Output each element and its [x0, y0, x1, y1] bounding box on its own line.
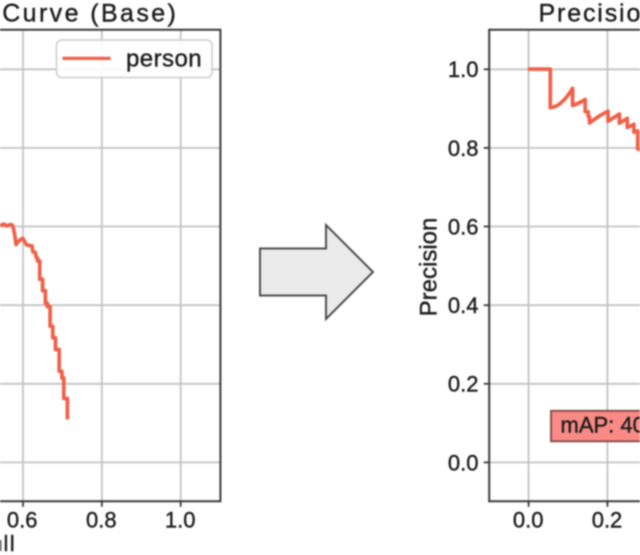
svg-text:mAP: 40.85%: mAP: 40.85%: [561, 413, 640, 438]
svg-text:0.4: 0.4: [448, 293, 479, 318]
svg-text:1.0: 1.0: [165, 507, 196, 532]
svg-text:Precision: Precision: [416, 218, 443, 317]
svg-text:1.0: 1.0: [448, 57, 479, 82]
svg-text:person: person: [126, 46, 202, 73]
svg-text:0.2: 0.2: [592, 507, 623, 532]
svg-text:ll: ll: [4, 531, 17, 555]
svg-text:0.8: 0.8: [86, 507, 117, 532]
svg-text:Precision-Recall Curve: Precision-Recall Curve: [539, 0, 640, 28]
svg-text:Curve (Base): Curve (Base): [2, 0, 178, 28]
svg-text:0.6: 0.6: [7, 507, 38, 532]
svg-text:0.2: 0.2: [448, 372, 479, 397]
svg-text:0.0: 0.0: [513, 507, 544, 532]
svg-text:0.8: 0.8: [448, 136, 479, 161]
svg-text:0.6: 0.6: [448, 214, 479, 239]
svg-text:0.0: 0.0: [448, 450, 479, 475]
